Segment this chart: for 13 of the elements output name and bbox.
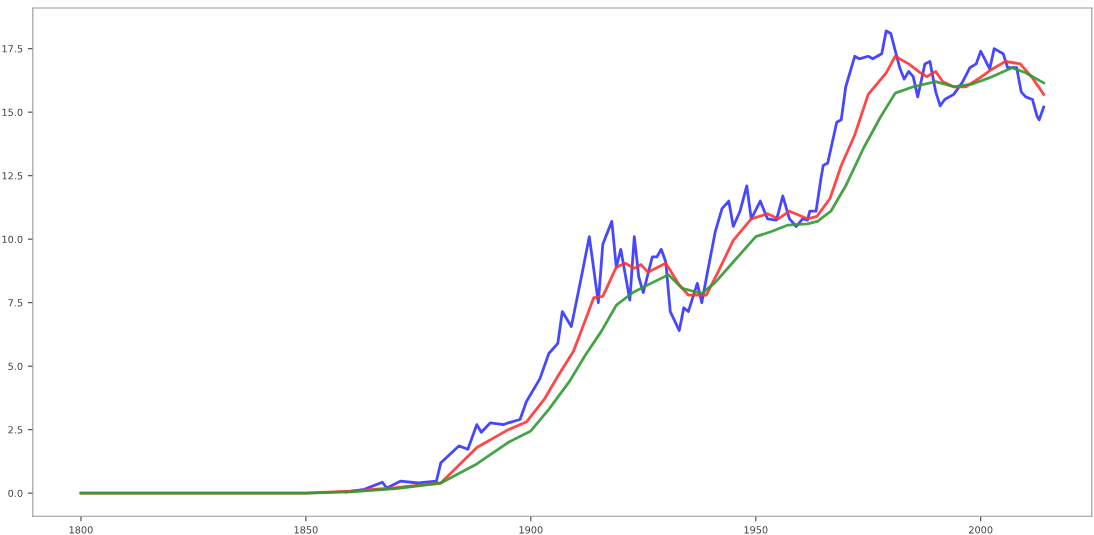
x-tick-label: 2000 [969, 526, 993, 534]
y-tick-label: 7.5 [8, 299, 23, 307]
x-tick-label: 1900 [519, 526, 543, 534]
y-tick-label: 10.0 [2, 235, 23, 243]
y-tick-label: 2.5 [8, 426, 23, 434]
x-tick-label: 1800 [69, 526, 93, 534]
y-tick-label: 15.0 [2, 108, 23, 116]
y-tick-label: 12.5 [2, 172, 23, 180]
y-tick-label: 5.0 [8, 362, 23, 370]
x-tick-label: 1850 [294, 526, 318, 534]
y-tick-label: 17.5 [2, 45, 23, 53]
y-tick-label: 0.0 [8, 489, 23, 497]
x-tick-label: 1950 [744, 526, 768, 534]
